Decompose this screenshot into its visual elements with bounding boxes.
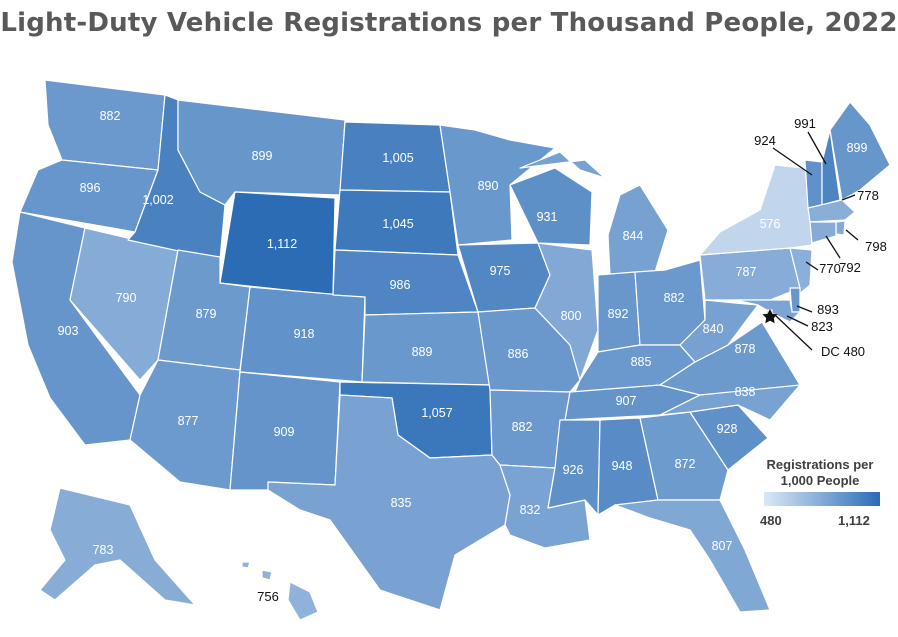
state-il: [534, 242, 599, 381]
value-label-ga: 872: [675, 457, 696, 471]
leader-lines: [772, 131, 859, 351]
state-ri: [835, 220, 846, 236]
value-label-me: 899: [847, 141, 868, 155]
state-ak: [39, 487, 196, 606]
value-label-nd: 1,005: [382, 151, 413, 165]
value-label-mi: 844: [623, 229, 644, 243]
value-label-hi: 756: [257, 589, 279, 604]
legend-max-label: 1,112: [838, 513, 870, 528]
value-label-ca: 903: [58, 324, 79, 338]
map-title: Light-Duty Vehicle Registrations per Tho…: [0, 8, 898, 38]
value-label-de: 893: [817, 302, 839, 317]
value-label-wv: 840: [703, 322, 724, 336]
value-label-ms: 926: [563, 463, 584, 477]
value-label-ia: 975: [490, 264, 511, 278]
value-label-tn: 907: [616, 394, 637, 408]
state-fl: [614, 499, 771, 613]
value-label-sc: 928: [717, 422, 738, 436]
value-label-co: 918: [294, 327, 315, 341]
value-label-ks: 889: [412, 345, 433, 359]
state-wv: [679, 299, 759, 363]
value-label-ct: 792: [839, 260, 861, 275]
state-ny: [699, 164, 813, 256]
value-label-tx: 835: [391, 496, 412, 510]
state-hi: [241, 561, 319, 621]
legend-color-bar: [764, 492, 880, 506]
value-label-nj: 770: [819, 261, 841, 276]
state-wi: [509, 167, 593, 246]
value-label-ak: 783: [93, 543, 114, 557]
value-label-wy: 1,112: [267, 237, 297, 251]
value-label-al: 948: [612, 459, 633, 473]
value-label-va: 878: [735, 342, 756, 356]
value-label-ar: 882: [512, 420, 533, 434]
state-md: [734, 299, 801, 323]
value-label-nv: 790: [116, 291, 137, 305]
value-label-nc: 838: [735, 385, 756, 399]
value-label-mo: 886: [508, 347, 529, 361]
state-tx: [267, 394, 511, 611]
dc-star-icon: [762, 309, 778, 324]
value-label-nh: 991: [794, 116, 816, 131]
value-label-wi: 931: [537, 210, 558, 224]
value-label-pa: 787: [736, 265, 757, 279]
value-label-fl: 807: [712, 539, 733, 553]
value-label-sd: 1,045: [382, 217, 413, 231]
value-label-ri: 798: [865, 239, 887, 254]
value-labels: 882 896 903 790 1,002 899 1,112 879 877 918 909 1,0…: [58, 109, 887, 604]
state-or: [19, 159, 159, 233]
legend-min-label: 480: [760, 513, 782, 528]
value-label-md: 823: [811, 319, 833, 334]
value-label-oh: 882: [664, 291, 685, 305]
value-label-mn: 890: [478, 179, 499, 193]
value-label-or: 896: [80, 181, 101, 195]
value-label-dc: DC 480: [821, 344, 865, 359]
state-wa: [44, 79, 166, 171]
value-label-wa: 882: [100, 109, 121, 123]
value-label-mt: 899: [252, 149, 273, 163]
value-label-ut: 879: [196, 307, 217, 321]
value-label-ky: 885: [631, 355, 652, 369]
value-label-ok: 1,057: [421, 406, 452, 420]
value-label-id: 1,002: [142, 193, 173, 207]
state-nj: [789, 247, 813, 297]
state-ma: [807, 199, 856, 223]
state-vt: [804, 159, 823, 209]
value-label-ma: 778: [857, 188, 879, 203]
value-label-nm: 909: [274, 425, 295, 439]
value-label-il: 800: [561, 309, 582, 323]
value-label-ny: 576: [760, 217, 781, 231]
state-ct: [809, 221, 837, 244]
value-label-in: 892: [608, 307, 629, 321]
value-label-az: 877: [178, 414, 199, 428]
value-label-la: 832: [520, 503, 541, 517]
value-label-vt: 924: [754, 133, 776, 148]
legend-title: Registrations per 1,000 People: [766, 457, 874, 488]
value-label-ne: 986: [390, 278, 411, 292]
